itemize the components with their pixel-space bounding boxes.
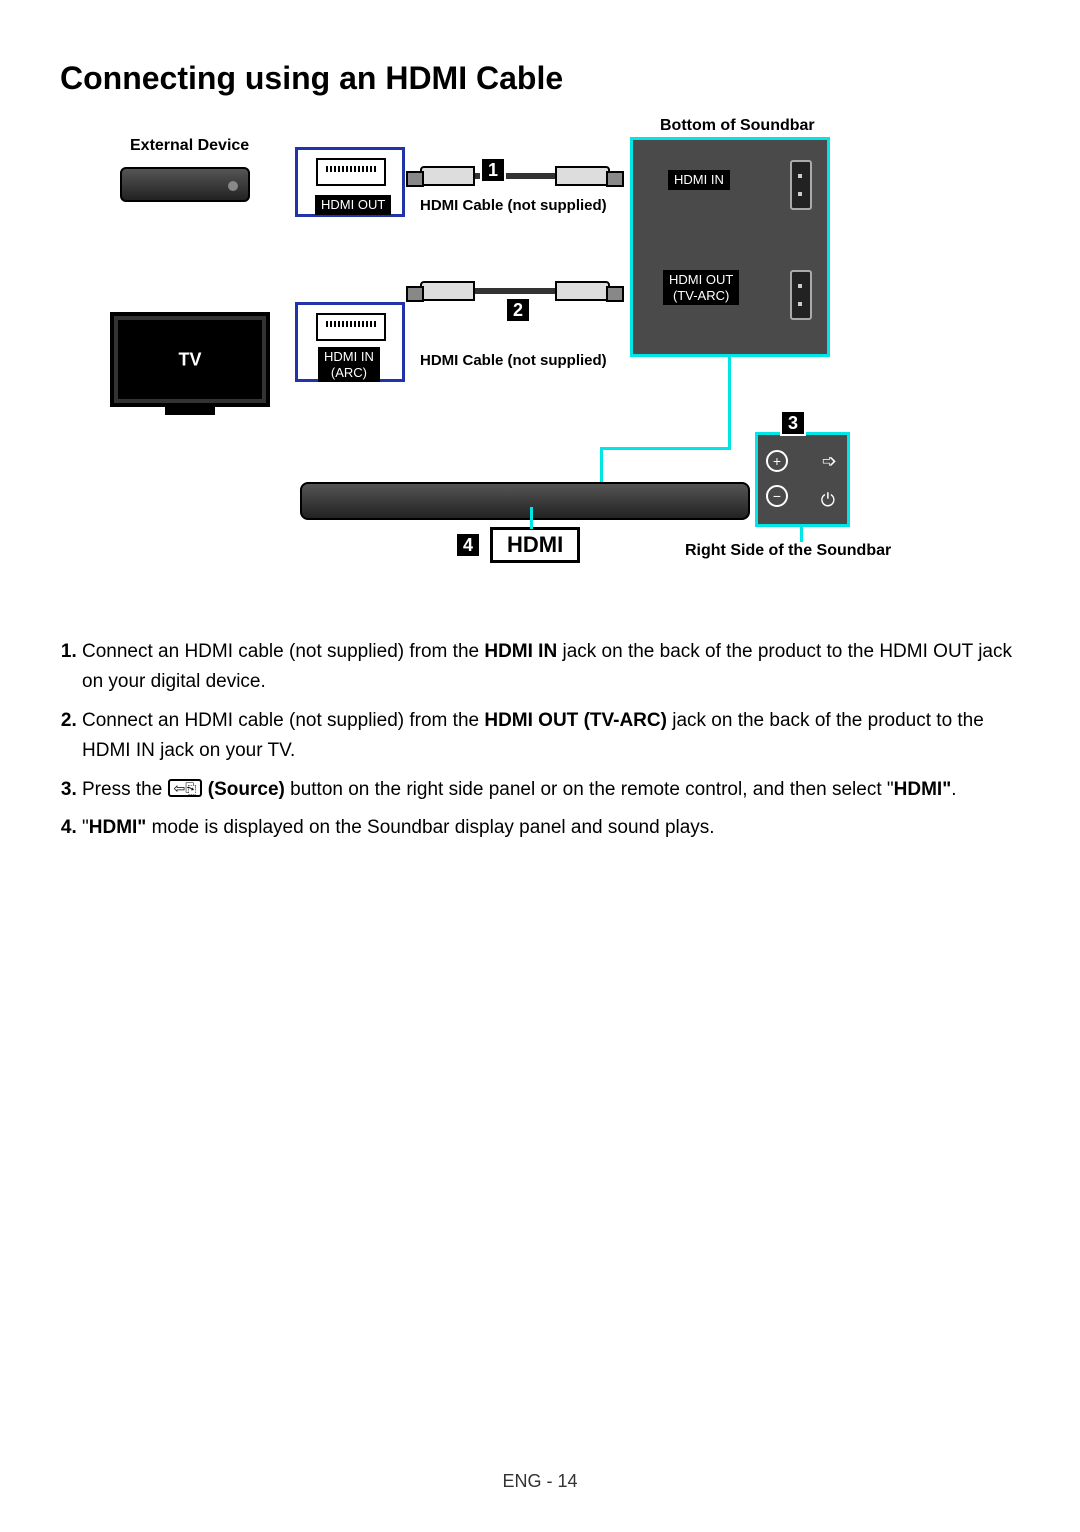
step-2: Connect an HDMI cable (not supplied) fro… [82,706,1020,767]
leader-line-3 [728,357,731,450]
port-hdmi-out: HDMI OUT [315,195,391,215]
soundbar-bottom-panel: HDMI IN HDMI OUT (TV-ARC) [630,137,830,357]
leader-line-4 [530,507,533,529]
step-4-text-c: mode is displayed on the Soundbar displa… [146,817,714,838]
label-bottom-soundbar: Bottom of Soundbar [660,117,815,135]
tv-label: TV [178,349,201,370]
badge-1: 1 [480,157,506,183]
step-3-text-e: . [951,779,956,800]
badge-3: 3 [780,410,806,436]
step-3-text-a: Press the [82,779,168,800]
port-hdmi-in-arc: HDMI IN (ARC) [318,347,380,382]
hdmi-cable-wire-2 [475,288,555,294]
page-title: Connecting using an HDMI Cable [60,60,1020,97]
hdmi-plug-left-1 [420,166,475,186]
hdmi-female-port-2 [316,313,386,341]
step-4-text-a: " [82,817,89,838]
hdmi-mode-box: HDMI [490,527,580,563]
source-icon[interactable]: ➩ [822,451,837,472]
port-hdmi-in: HDMI IN [668,170,730,190]
step-1: Connect an HDMI cable (not supplied) fro… [82,637,1020,698]
step-3-hdmi: HDMI" [894,779,952,800]
step-4-hdmi: HDMI" [89,817,147,838]
hdmi-female-port-1 [316,158,386,186]
step-4: "HDMI" mode is displayed on the Soundbar… [82,813,1020,843]
label-external-device: External Device [130,137,249,155]
badge-2: 2 [505,297,531,323]
tv-graphic: TV [110,312,270,407]
step-3: Press the ⇦⎘ (Source) button on the righ… [82,775,1020,805]
leader-line-5 [800,527,803,542]
external-device-graphic [120,167,250,202]
connection-diagram: External Device Bottom of Soundbar HDMI … [100,127,980,607]
hdmi-cable-1 [420,162,610,190]
hdmi-in-port [790,160,812,210]
step-1-bold: HDMI IN [484,641,557,662]
step-1-text-a: Connect an HDMI cable (not supplied) fro… [82,641,484,662]
instruction-list: Connect an HDMI cable (not supplied) fro… [60,637,1020,843]
hdmi-plug-right-1 [555,166,610,186]
label-cable-1: HDMI Cable (not supplied) [420,197,607,214]
volume-down-button[interactable]: − [766,485,788,507]
leader-line-2 [600,447,730,450]
hdmi-plug-right-2 [555,281,610,301]
label-cable-2: HDMI Cable (not supplied) [420,352,607,369]
hdmi-out-arc-port [790,270,812,320]
volume-up-button[interactable]: + [766,450,788,472]
badge-4: 4 [455,532,481,558]
soundbar-side-panel: + − ➩ ⏻ [755,432,850,527]
power-icon[interactable]: ⏻ [821,490,835,511]
port-hdmi-out-arc: HDMI OUT (TV-ARC) [663,270,739,305]
step-2-bold: HDMI OUT (TV-ARC) [484,710,667,731]
leader-line-1 [600,447,603,487]
label-right-side: Right Side of the Soundbar [685,542,891,560]
source-button-icon: ⇦⎘ [168,779,203,797]
step-3-text-c: button on the right side panel or on the… [285,779,894,800]
step-3-source-label: (Source) [208,779,285,800]
page-footer: ENG - 14 [0,1471,1080,1492]
soundbar-body [300,482,750,520]
hdmi-plug-left-2 [420,281,475,301]
step-2-text-a: Connect an HDMI cable (not supplied) fro… [82,710,484,731]
